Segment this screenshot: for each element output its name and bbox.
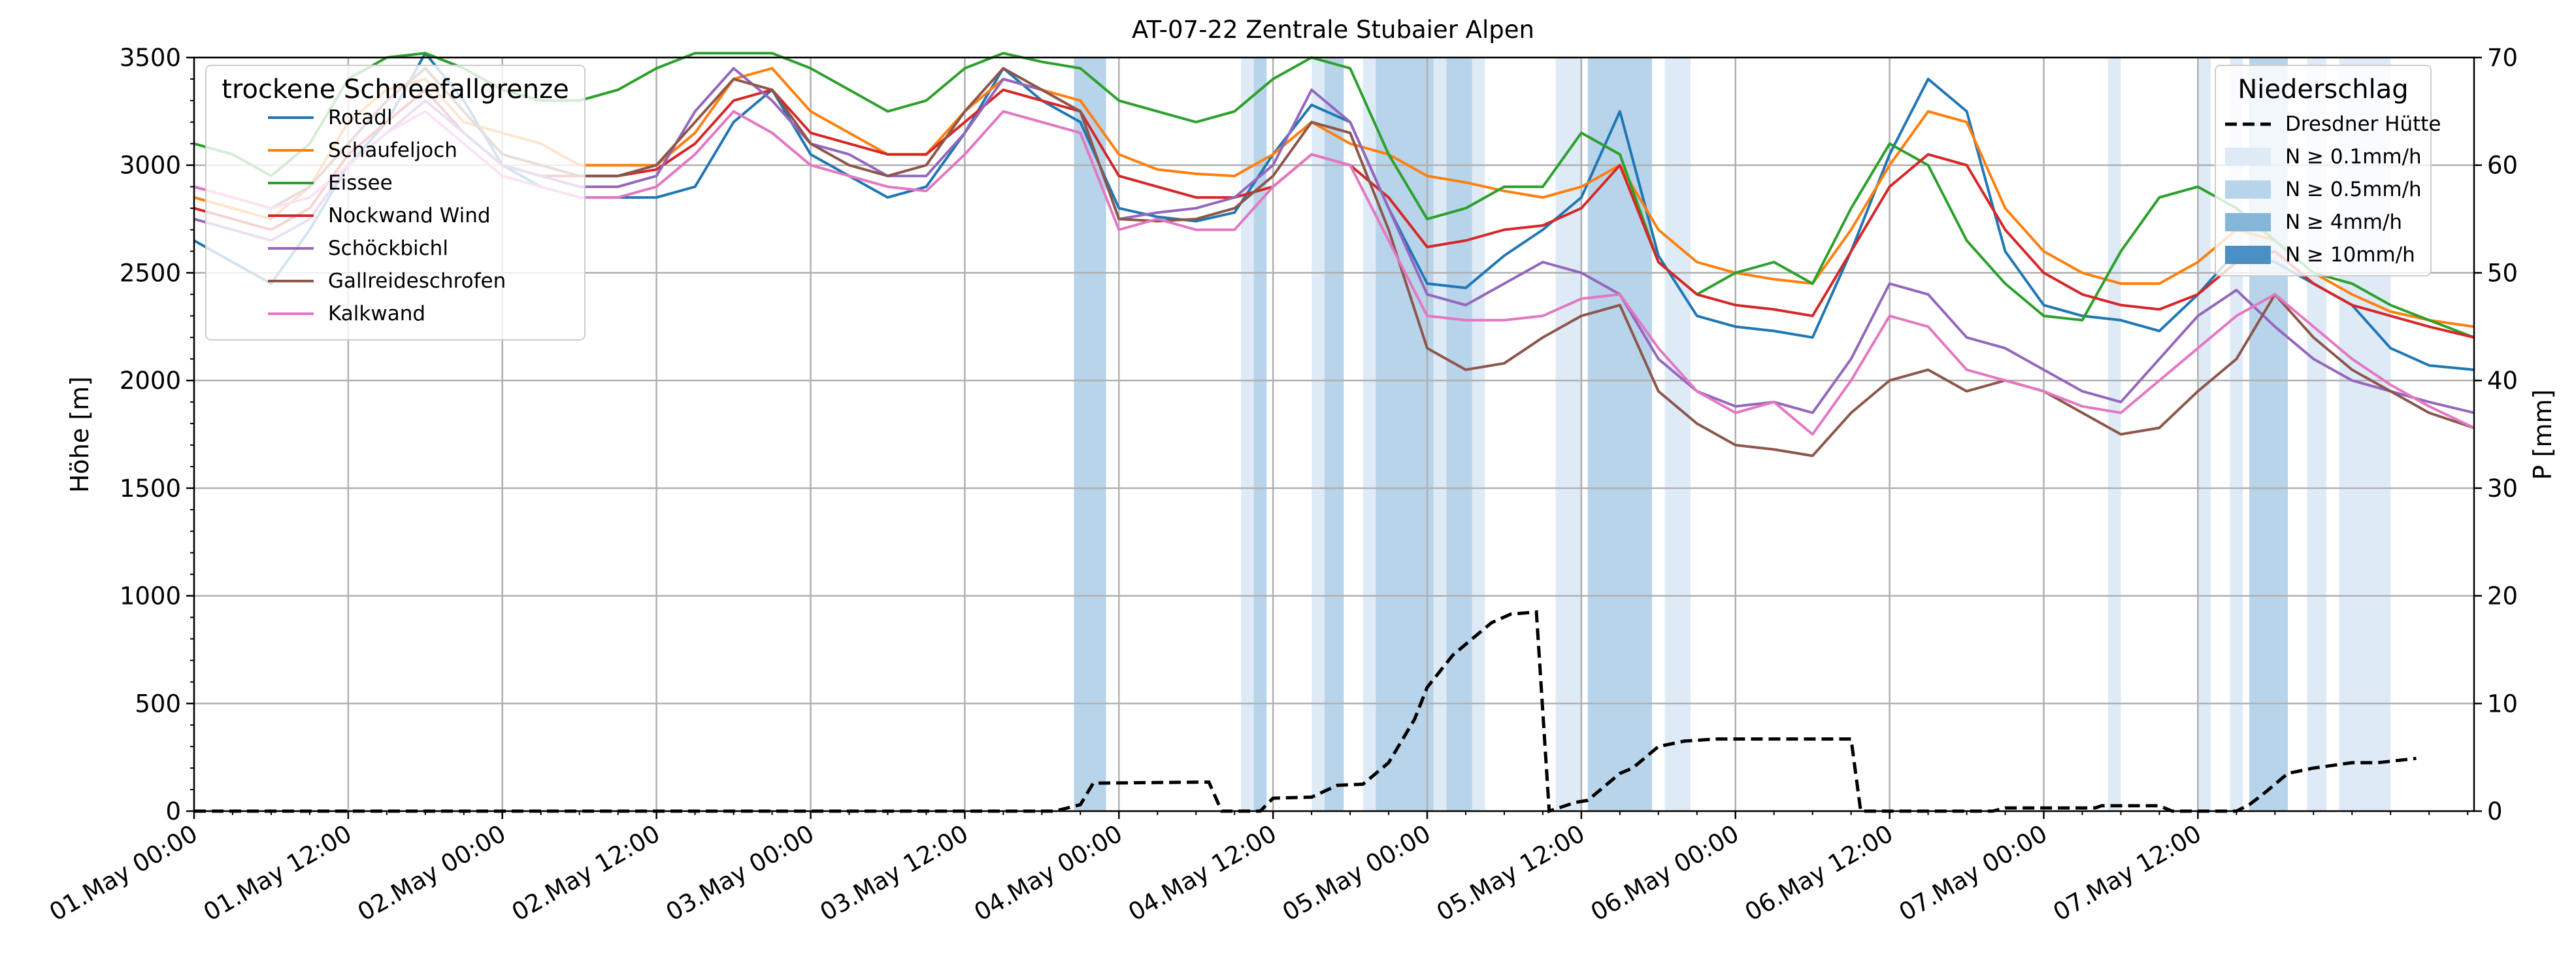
precipitation-bands [1074, 58, 2391, 811]
legend-precipitation-title: Niederschlag [2237, 75, 2408, 105]
legend-snowline: trockene Schneefallgrenze Rotadl Schaufel… [205, 65, 586, 341]
legend-right-label-3: N ≥ 4mm/h [2285, 210, 2402, 234]
tick-label-left-1: 500 [135, 690, 181, 718]
legend-snowline-frame [205, 65, 586, 341]
precipitation-series [194, 610, 2417, 814]
plot-frame [193, 56, 2475, 812]
precip-band-2 [1253, 58, 1267, 811]
precip-band-9 [1472, 58, 1485, 811]
legend-label-6: Kalkwand [328, 302, 425, 325]
tick-label-right-4: 40 [2487, 367, 2518, 395]
tick-label-right-3: 30 [2487, 475, 2518, 503]
legend-right-swatch-2 [2225, 180, 2271, 199]
legend-right-label-4: N ≥ 10mm/h [2285, 243, 2415, 267]
legend-right-label-1: N ≥ 0.1mm/h [2285, 145, 2422, 169]
precip-band-5 [1362, 58, 1376, 811]
precip-band-13 [2107, 58, 2121, 811]
precip-line [194, 610, 2417, 814]
legend-label-0: Rotadl [328, 106, 393, 129]
precip-band-12 [1664, 58, 1691, 811]
precip-band-3 [1312, 58, 1325, 811]
precip-band-8 [1446, 58, 1472, 811]
legend-label-5: Gallreideschrofen [328, 269, 506, 293]
legend-label-1: Schaufeljoch [328, 139, 457, 162]
y-axis-label-left: Höhe [m] [65, 376, 94, 493]
legend-precipitation-entries: Dresdner Hütte N ≥ 0.1mm/h N ≥ 0.5mm/h N ≥ … [2225, 112, 2441, 267]
tick-label-right-6: 60 [2487, 152, 2518, 180]
tick-label-left-2: 1000 [120, 582, 181, 610]
tick-label-x-8: 05.May 00:00 [1278, 820, 1435, 927]
tick-label-left-0: 0 [165, 797, 181, 826]
tick-label-left-5: 2500 [120, 259, 181, 287]
chart-title: AT-07-22 Zentrale Stubaier Alpen [1132, 16, 1534, 44]
tick-label-x-11: 06.May 12:00 [1740, 820, 1898, 927]
legend-snowline-title: trockene Schneefallgrenze [222, 75, 569, 105]
tick-label-left-3: 1500 [120, 475, 181, 503]
precip-band-7 [1433, 58, 1447, 811]
precip-band-10 [1555, 58, 1581, 811]
y-axis-label-right: P [mm] [2528, 390, 2557, 480]
tick-label-x-4: 03.May 00:00 [661, 820, 819, 927]
tick-label-x-13: 07.May 12:00 [2049, 820, 2206, 927]
legend-label-3: Nockwand Wind [328, 204, 491, 227]
precip-band-1 [1240, 58, 1254, 811]
legend-snowline-entries: Rotadl Schaufeljoch Eissee Nockwand Wind Sch… [268, 106, 506, 325]
legend-label-2: Eissee [328, 171, 393, 195]
precip-band-6 [1376, 58, 1434, 811]
tick-label-left-7: 3500 [120, 44, 181, 72]
tick-label-x-6: 04.May 00:00 [970, 820, 1127, 927]
legend-right-swatch-1 [2225, 148, 2271, 166]
legend-precipitation: Niederschlag Dresdner Hütte N ≥ 0.1mm/h N … [2215, 65, 2441, 276]
tick-label-x-12: 07.May 00:00 [1894, 820, 2052, 927]
tick-label-x-9: 05.May 12:00 [1432, 820, 1589, 927]
tick-label-x-7: 04.May 12:00 [1123, 820, 1281, 927]
legend-right-swatch-3 [2225, 213, 2271, 231]
precip-band-14 [2198, 58, 2211, 811]
legend-right-label-0: Dresdner Hütte [2285, 112, 2441, 136]
tick-label-right-2: 20 [2487, 582, 2518, 610]
tick-label-right-5: 50 [2487, 259, 2518, 287]
tick-label-right-0: 0 [2487, 797, 2503, 826]
tick-label-right-1: 10 [2487, 690, 2518, 718]
legend-label-4: Schöckbichl [328, 237, 448, 260]
tick-label-x-2: 02.May 00:00 [353, 820, 510, 927]
precip-band-4 [1324, 58, 1344, 811]
legend-right-swatch-4 [2225, 246, 2271, 264]
precip-band-11 [1587, 58, 1652, 811]
tick-label-x-10: 06.May 00:00 [1586, 820, 1743, 927]
tick-label-x-1: 01.May 12:00 [199, 820, 356, 927]
tick-label-x-5: 03.May 12:00 [816, 820, 973, 927]
tick-label-right-7: 70 [2487, 44, 2518, 72]
tick-label-left-4: 2000 [120, 367, 181, 395]
tick-label-left-6: 3000 [120, 152, 181, 180]
tick-label-x-3: 02.May 12:00 [507, 820, 665, 927]
tick-label-x-0: 01.May 00:00 [44, 820, 202, 927]
legend-right-label-2: N ≥ 0.5mm/h [2285, 178, 2422, 201]
